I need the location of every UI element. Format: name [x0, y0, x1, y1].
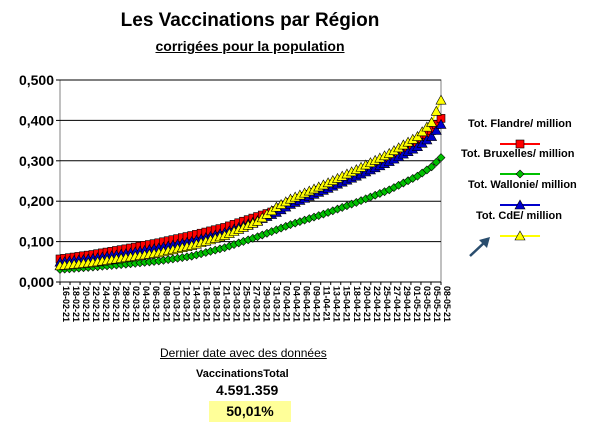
y-tick-label: 0,000 — [19, 274, 54, 290]
x-tick-label: 09-04-21 — [312, 286, 322, 322]
x-tick-label: 23-03-21 — [231, 286, 241, 322]
y-tick-label: 0,200 — [19, 193, 54, 209]
data-point-tot-bruxelles-million — [436, 153, 446, 162]
x-tick-label: 25-03-21 — [241, 286, 251, 322]
data-point-tot-cde-million — [426, 116, 438, 127]
legend-marker-tot-cde-million — [514, 230, 526, 241]
x-tick-label: 02-03-21 — [131, 286, 141, 322]
legend-label-tot-wallonie-million: Tot. Wallonie/ million — [468, 179, 577, 191]
x-tick-label: 05-05-21 — [432, 286, 442, 322]
vaccination-percentage: 50,01% — [209, 401, 291, 422]
x-tick-label: 02-04-21 — [282, 286, 292, 322]
x-tick-label: 06-03-21 — [151, 286, 161, 322]
x-tick-label: 29-03-21 — [262, 286, 272, 322]
legend-label-tot-flandre-million: Tot. Flandre/ million — [468, 118, 572, 130]
x-tick-label: 27-03-21 — [252, 286, 262, 322]
data-point-tot-wallonie-million — [430, 124, 442, 135]
y-tick-label: 0,400 — [19, 112, 54, 128]
chart-subtitle: corrigées pour la population — [155, 38, 345, 54]
legend-label-tot-cde-million: Tot. CdE/ million — [476, 210, 562, 222]
x-tick-label: 18-02-21 — [71, 286, 81, 322]
legend-marker-tot-bruxelles-million — [515, 169, 525, 179]
x-tick-label: 27-04-21 — [392, 286, 402, 322]
x-tick-label: 25-04-21 — [382, 286, 392, 322]
x-tick-label: 06-04-21 — [302, 286, 312, 322]
y-tick-label: 0,500 — [19, 72, 54, 88]
x-tick-label: 18-03-21 — [211, 286, 221, 322]
x-tick-label: 29-04-21 — [402, 286, 412, 322]
x-tick-label: 15-04-21 — [342, 286, 352, 322]
x-tick-label: 20-04-21 — [362, 286, 372, 322]
x-tick-label: 22-02-21 — [91, 286, 101, 322]
x-tick-label: 21-03-21 — [221, 286, 231, 322]
y-tick-label: 0,100 — [19, 234, 54, 250]
x-tick-label: 20-02-21 — [81, 286, 91, 322]
x-tick-label: 18-04-21 — [352, 286, 362, 322]
chart-title: Les Vaccinations par Région — [120, 10, 380, 31]
vaccinations-total-label: VaccinationsTotal — [196, 368, 289, 380]
x-tick-label: 14-03-21 — [191, 286, 201, 322]
arrow-head-icon — [479, 237, 490, 248]
x-tick-label: 12-03-21 — [181, 286, 191, 322]
last-date-link[interactable]: Dernier date avec des données — [160, 346, 327, 360]
x-tick-label: 26-02-21 — [111, 286, 121, 322]
x-tick-label: 22-04-21 — [372, 286, 382, 322]
data-point-tot-bruxelles-million — [427, 162, 437, 172]
x-tick-label: 11-04-21 — [322, 286, 332, 322]
data-point-tot-bruxelles-million — [431, 157, 441, 167]
x-tick-label: 08-03-21 — [161, 286, 171, 322]
x-tick-label: 16-03-21 — [201, 286, 211, 322]
x-tick-label: 24-02-21 — [101, 286, 111, 322]
vaccinations-total-value: 4.591.359 — [216, 382, 279, 398]
y-tick-label: 0,300 — [19, 153, 54, 169]
x-tick-label: 28-02-21 — [121, 286, 131, 322]
data-point-tot-wallonie-million — [435, 118, 447, 129]
data-point-tot-wallonie-million — [426, 130, 438, 141]
legend-marker-tot-wallonie-million — [514, 199, 526, 210]
x-tick-label: 13-04-21 — [332, 286, 342, 322]
x-tick-label: 31-03-21 — [272, 286, 282, 322]
x-tick-label: 03-05-21 — [422, 286, 432, 322]
x-tick-label: 08-05-21 — [442, 286, 452, 322]
x-tick-label: 10-03-21 — [171, 286, 181, 322]
legend-marker-tot-flandre-million — [515, 139, 525, 149]
x-tick-label: 04-04-21 — [292, 286, 302, 322]
data-point-tot-cde-million — [435, 94, 447, 105]
data-point-tot-cde-million — [430, 105, 442, 116]
x-tick-label: 01-05-21 — [412, 286, 422, 322]
x-tick-label: 04-03-21 — [141, 286, 151, 322]
x-tick-label: 16-02-21 — [61, 286, 71, 322]
legend-label-tot-bruxelles-million: Tot. Bruxelles/ million — [461, 148, 575, 160]
